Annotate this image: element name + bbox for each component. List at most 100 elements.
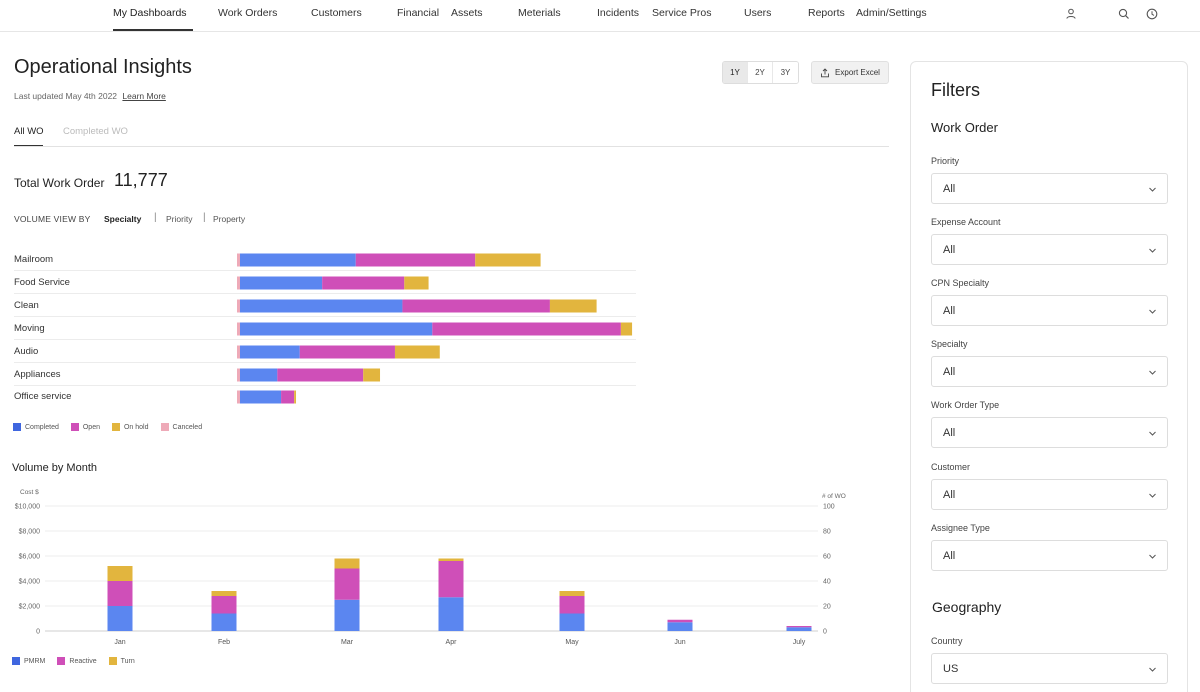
nav-incidents[interactable]: Incidents — [597, 7, 640, 19]
bar-open-mailroom[interactable] — [355, 253, 476, 267]
nav-users[interactable]: Users — [744, 7, 772, 19]
bar-completed-food-service[interactable] — [240, 276, 323, 290]
filter-select-priority[interactable]: All — [931, 173, 1168, 204]
bar-label-mailroom: Mailroom — [14, 254, 54, 265]
column-turn-feb[interactable] — [211, 591, 237, 596]
x-tick-label: July — [793, 639, 806, 646]
tab-all-wo[interactable]: All WO — [14, 126, 44, 137]
bar-open-food-service[interactable] — [322, 276, 405, 290]
range-1y-button[interactable]: 1Y — [723, 62, 748, 83]
nav-service-pros[interactable]: Service Pros — [652, 7, 712, 19]
nav-admin-settings[interactable]: Admin/Settings — [856, 7, 927, 19]
filter-select-assignee-type[interactable]: All — [931, 540, 1168, 571]
column-pmrm-mar[interactable] — [334, 599, 360, 631]
column-reactive-jan[interactable] — [107, 581, 133, 606]
volume-view-priority[interactable]: Priority — [166, 214, 193, 224]
search-icon[interactable] — [1117, 7, 1131, 21]
bar-on-hold-clean[interactable] — [549, 299, 597, 313]
legend-pmrm: PMRM — [24, 657, 46, 665]
country-select[interactable]: US — [931, 653, 1168, 684]
bar-open-moving[interactable] — [432, 322, 621, 336]
bar-label-office-service: Office service — [14, 391, 72, 402]
bar-on-hold-food-service[interactable] — [404, 276, 429, 290]
filter-select-customer[interactable]: All — [931, 479, 1168, 510]
column-reactive-july[interactable] — [786, 626, 812, 628]
filter-select-specialty[interactable]: All — [931, 356, 1168, 387]
x-tick-label: Jun — [674, 639, 685, 646]
tab-completed-wo[interactable]: Completed WO — [63, 126, 128, 137]
filter-select-expense-account[interactable]: All — [931, 234, 1168, 265]
range-3y-button[interactable]: 3Y — [773, 62, 798, 83]
column-turn-mar[interactable] — [334, 558, 360, 569]
user-icon[interactable] — [1064, 7, 1078, 21]
bar-open-office-service[interactable] — [281, 390, 295, 404]
chevron-down-icon — [1149, 370, 1156, 375]
learn-more-link[interactable]: Learn More — [122, 91, 166, 101]
last-updated: Last updated May 4th 2022 Learn More — [14, 91, 166, 101]
filter-value-work-order-type: All — [943, 426, 956, 439]
column-pmrm-jan[interactable] — [107, 606, 133, 631]
clock-icon[interactable] — [1145, 7, 1159, 21]
export-excel-button[interactable]: Export Excel — [811, 61, 889, 84]
bar-label-food-service: Food Service — [14, 277, 70, 288]
column-pmrm-feb[interactable] — [211, 613, 237, 632]
bar-completed-appliances[interactable] — [240, 368, 278, 382]
chevron-down-icon — [1149, 493, 1156, 498]
filter-label-priority: Priority — [931, 156, 960, 166]
bar-on-hold-appliances[interactable] — [363, 368, 381, 382]
y2-tick-label: 40 — [823, 579, 831, 586]
bar-on-hold-audio[interactable] — [394, 345, 440, 359]
top-navigation: My Dashboards Work Orders Customers Fina… — [0, 0, 1200, 32]
column-reactive-feb[interactable] — [211, 596, 237, 614]
row-divider — [14, 270, 636, 271]
column-pmrm-may[interactable] — [559, 613, 585, 632]
legend-turn: Turn — [120, 657, 135, 665]
column-reactive-may[interactable] — [559, 596, 585, 614]
nav-financial[interactable]: Financial — [397, 7, 440, 19]
y-tick-label: $6,000 — [19, 554, 41, 561]
active-nav-indicator — [113, 29, 193, 31]
bar-open-clean[interactable] — [402, 299, 550, 313]
column-pmrm-july[interactable] — [786, 627, 812, 631]
column-pmrm-apr[interactable] — [438, 597, 464, 631]
y2-tick-label: 80 — [823, 529, 831, 536]
row-divider — [14, 293, 636, 294]
volume-view-property[interactable]: Property — [213, 214, 246, 224]
column-turn-may[interactable] — [559, 591, 585, 596]
column-pmrm-jun[interactable] — [667, 622, 693, 631]
bar-completed-moving[interactable] — [240, 322, 433, 336]
bar-on-hold-mailroom[interactable] — [475, 253, 541, 267]
bar-on-hold-moving[interactable] — [620, 322, 633, 336]
y-tick-label: $4,000 — [19, 579, 41, 586]
nav-my-dashboards[interactable]: My Dashboards — [113, 7, 187, 19]
bar-open-audio[interactable] — [299, 345, 395, 359]
bar-completed-office-service[interactable] — [240, 390, 282, 404]
total-work-order-label: Total Work Order — [14, 176, 105, 190]
nav-reports[interactable]: Reports — [808, 7, 845, 19]
nav-work-orders[interactable]: Work Orders — [218, 7, 278, 19]
range-2y-button[interactable]: 2Y — [748, 62, 773, 83]
filters-title: Filters — [931, 80, 980, 100]
bar-completed-audio[interactable] — [240, 345, 300, 359]
column-reactive-apr[interactable] — [438, 561, 464, 598]
column-reactive-jun[interactable] — [667, 619, 693, 623]
legend-swatch-canceled — [160, 423, 169, 431]
bar-completed-clean[interactable] — [240, 299, 403, 313]
filter-select-work-order-type[interactable]: All — [931, 417, 1168, 448]
bar-on-hold-office-service[interactable] — [294, 390, 297, 404]
work-order-section-title: Work Order — [931, 120, 998, 135]
bar-completed-mailroom[interactable] — [240, 253, 356, 267]
filter-select-cpn-specialty[interactable]: All — [931, 295, 1168, 326]
bar-open-appliances[interactable] — [277, 368, 364, 382]
separator: | — [154, 212, 157, 223]
volume-by-month-title: Volume by Month — [12, 462, 97, 474]
column-reactive-mar[interactable] — [334, 568, 360, 600]
nav-meterials[interactable]: Meterials — [518, 7, 561, 19]
nav-assets[interactable]: Assets — [451, 7, 483, 19]
volume-view-specialty[interactable]: Specialty — [104, 214, 142, 224]
column-turn-apr[interactable] — [438, 558, 464, 562]
column-turn-jan[interactable] — [107, 566, 133, 581]
nav-customers[interactable]: Customers — [311, 7, 362, 19]
country-value: US — [943, 662, 959, 675]
row-divider — [14, 385, 636, 386]
